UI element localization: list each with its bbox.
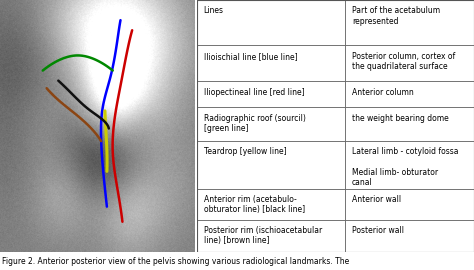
- Bar: [345, 81, 474, 107]
- Text: Figure 2. Anterior posterior view of the pelvis showing various radiological lan: Figure 2. Anterior posterior view of the…: [2, 256, 350, 265]
- Bar: [345, 141, 474, 189]
- Text: Anterior column: Anterior column: [352, 87, 414, 96]
- Bar: [345, 45, 474, 81]
- Bar: [345, 107, 474, 141]
- Text: Teardrop [yellow line]: Teardrop [yellow line]: [204, 147, 286, 156]
- Text: Iliopectineal line [red line]: Iliopectineal line [red line]: [204, 87, 304, 96]
- Bar: [345, 0, 474, 45]
- Text: Lateral limb - cotyloid fossa

Medial limb- obturator
canal: Lateral limb - cotyloid fossa Medial lim…: [352, 147, 458, 187]
- Bar: [197, 81, 345, 107]
- Text: Part of the acetabulum
represented: Part of the acetabulum represented: [352, 6, 440, 26]
- Bar: [345, 189, 474, 220]
- Text: Anterior wall: Anterior wall: [352, 195, 401, 204]
- Bar: [197, 141, 345, 189]
- Text: Anterior rim (acetabulo-
obturator line) [black line]: Anterior rim (acetabulo- obturator line)…: [204, 195, 305, 214]
- Text: Posterior rim (ischioacetabular
line) [brown line]: Posterior rim (ischioacetabular line) [b…: [204, 226, 322, 245]
- Bar: [197, 107, 345, 141]
- Bar: [197, 0, 345, 45]
- Text: Radiographic roof (sourcil)
[green line]: Radiographic roof (sourcil) [green line]: [204, 114, 306, 133]
- Text: the weight bearing dome: the weight bearing dome: [352, 114, 449, 123]
- Bar: [197, 189, 345, 220]
- Text: Ilioischial line [blue line]: Ilioischial line [blue line]: [204, 52, 297, 61]
- Text: Posterior wall: Posterior wall: [352, 226, 404, 235]
- Bar: [197, 220, 345, 252]
- Bar: [345, 220, 474, 252]
- Bar: [197, 45, 345, 81]
- Text: Lines: Lines: [204, 6, 224, 15]
- Text: Posterior column, cortex of
the quadrilateral surface: Posterior column, cortex of the quadrila…: [352, 52, 455, 71]
